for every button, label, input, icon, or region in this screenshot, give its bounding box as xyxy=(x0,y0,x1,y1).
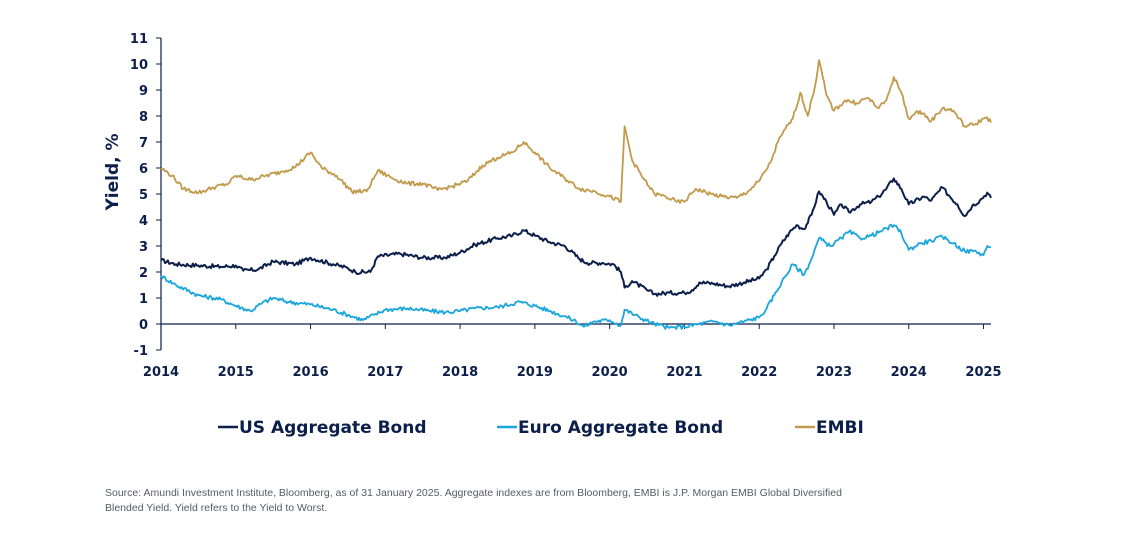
y-tick-label: 7 xyxy=(139,136,148,151)
y-tick-label: 1 xyxy=(139,292,148,307)
y-tick-label: 2 xyxy=(139,266,148,281)
series-line-1 xyxy=(160,223,992,330)
series-lines xyxy=(160,59,992,330)
x-axis-ticks: 2014 2015 2016 2017 2018 2019 2020 2021 2022 2023… xyxy=(143,324,1002,380)
x-tick-label: 2018 xyxy=(442,365,478,380)
y-tick-label: 0 xyxy=(139,318,148,333)
y-tick-label: 11 xyxy=(130,32,148,47)
x-tick-label: 2020 xyxy=(592,365,628,380)
x-tick-label: 2017 xyxy=(367,365,403,380)
y-tick-label: 3 xyxy=(139,240,148,255)
y-tick-label: 8 xyxy=(139,110,148,125)
series-line-2 xyxy=(160,59,992,204)
y-tick-label: 9 xyxy=(139,84,148,99)
x-tick-label: 2014 xyxy=(143,365,179,380)
legend-label: US Aggregate Bond xyxy=(239,418,427,438)
series-line-0 xyxy=(160,177,992,297)
x-tick-label: 2015 xyxy=(218,365,254,380)
y-tick-label: -1 xyxy=(134,344,148,359)
legend: US Aggregate Bond Euro Aggregate Bond EMBI xyxy=(218,418,864,438)
y-axis-ticks: -1 0 1 2 3 4 5 6 7 8 9 10 11 xyxy=(130,32,161,359)
y-tick-label: 4 xyxy=(139,214,148,229)
source-note: Source: Amundi Investment Institute, Blo… xyxy=(105,487,842,514)
y-tick-label: 6 xyxy=(139,162,148,177)
y-tick-label: 10 xyxy=(130,58,148,73)
y-tick-label: 5 xyxy=(139,188,148,203)
y-axis-label: Yield, % xyxy=(103,133,123,211)
legend-label: EMBI xyxy=(816,418,864,438)
x-tick-label: 2022 xyxy=(741,365,777,380)
x-tick-label: 2019 xyxy=(517,365,553,380)
legend-label: Euro Aggregate Bond xyxy=(518,418,723,438)
x-tick-label: 2023 xyxy=(816,365,852,380)
x-tick-label: 2025 xyxy=(965,365,1001,380)
x-tick-label: 2016 xyxy=(292,365,328,380)
x-tick-label: 2024 xyxy=(891,365,927,380)
x-tick-label: 2021 xyxy=(666,365,702,380)
